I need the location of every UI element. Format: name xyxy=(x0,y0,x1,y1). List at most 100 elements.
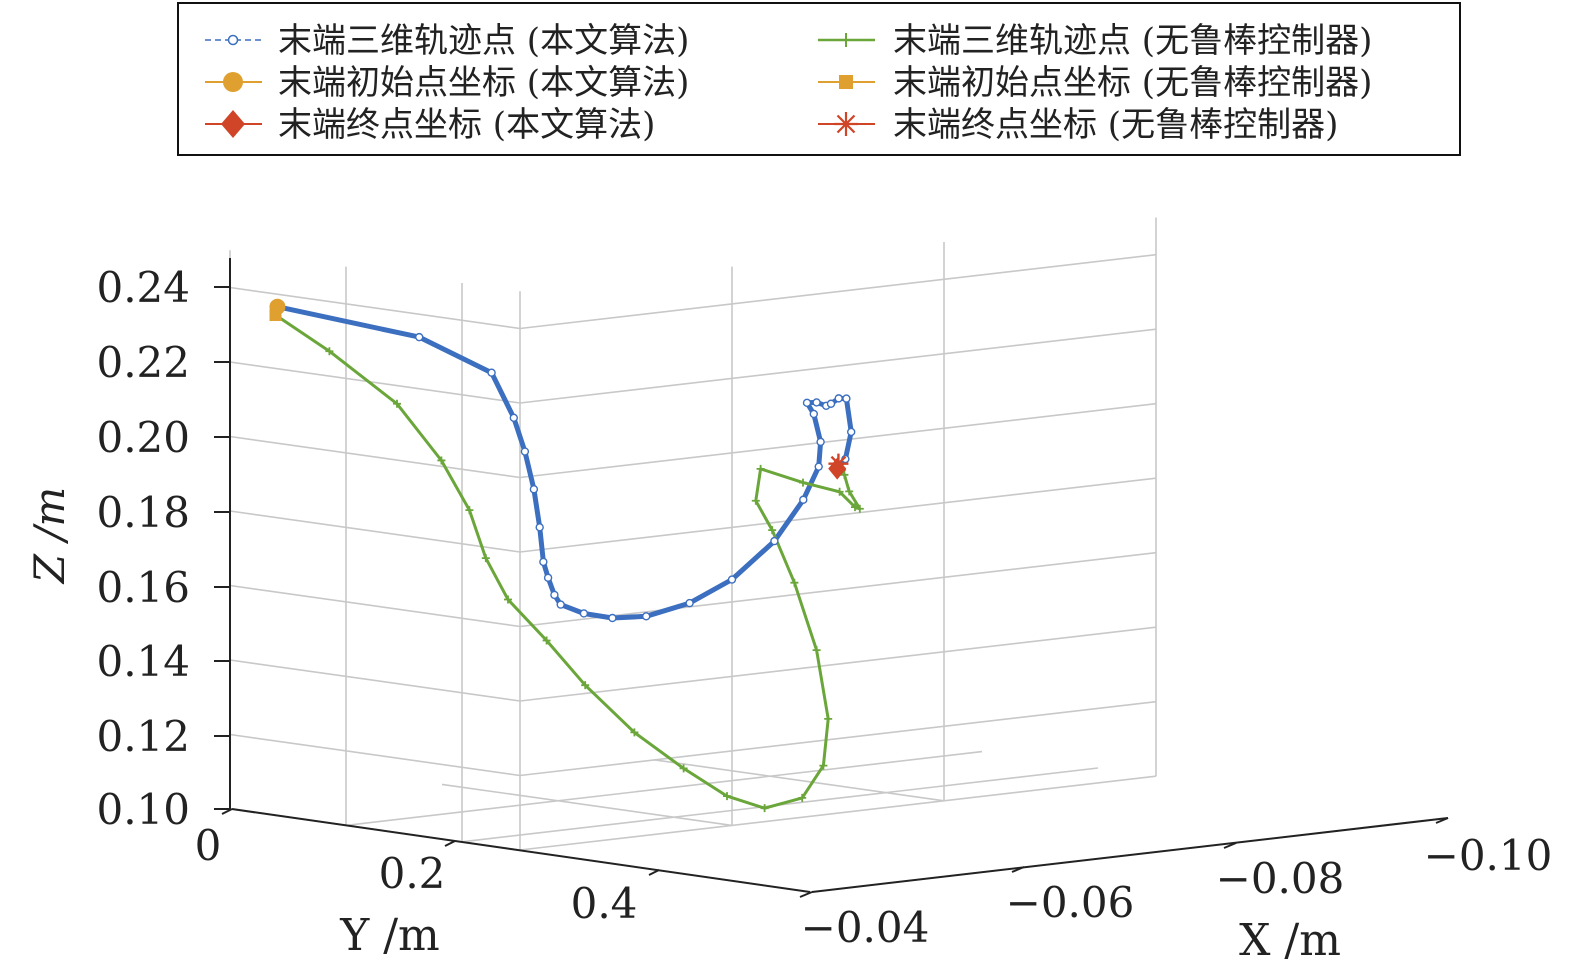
legend-label: 末端终点坐标 (本文算法) xyxy=(278,105,655,145)
data-point xyxy=(770,536,779,546)
z-tick-label: 0.12 xyxy=(96,712,190,761)
data-point xyxy=(816,437,825,447)
y-tick-label: 0.2 xyxy=(379,849,446,898)
series-layer xyxy=(274,304,862,810)
y-tick-label: 0.4 xyxy=(571,879,638,928)
grid-line xyxy=(229,584,521,628)
data-point xyxy=(581,681,590,690)
series-line-proposed xyxy=(274,304,854,621)
z-axis: 0.24 0.22 0.20 0.18 0.16 0.14 0.12 0.10 … xyxy=(25,263,230,834)
data-point xyxy=(845,487,854,496)
data-point xyxy=(509,413,518,423)
legend-marker-circle-open xyxy=(227,34,239,46)
y-tick xyxy=(221,808,233,815)
grid-line xyxy=(519,626,1157,702)
data-point xyxy=(824,714,833,723)
data-point xyxy=(802,398,812,408)
x-tick-label: −0.10 xyxy=(1424,831,1553,880)
legend-item: 末端初始点坐标 (本文算法) xyxy=(205,63,689,103)
grid-line xyxy=(441,783,733,827)
legend-item: 末端终点坐标 (无鲁棒控制器) xyxy=(818,105,1338,145)
data-point xyxy=(487,368,496,377)
x-axis-label: X /m xyxy=(1239,915,1341,966)
data-point xyxy=(798,793,807,802)
x-tick xyxy=(1011,866,1025,873)
data-point xyxy=(814,462,823,471)
data-point xyxy=(325,347,334,356)
data-point xyxy=(840,470,849,479)
data-point xyxy=(539,557,548,567)
data-point xyxy=(809,409,818,419)
end-point-marker xyxy=(828,453,849,474)
legend-label: 末端三维轨迹点 (本文算法) xyxy=(278,21,689,61)
data-point xyxy=(437,456,446,465)
z-tick-label: 0.18 xyxy=(96,488,190,537)
y-axis: 0 0.2 0.4 Y /m xyxy=(195,808,660,961)
data-point xyxy=(835,487,844,496)
grid-line xyxy=(229,435,521,479)
legend-label: 末端初始点坐标 (本文算法) xyxy=(278,63,689,103)
data-point xyxy=(543,573,553,582)
z-tick-label: 0.10 xyxy=(96,785,190,834)
z-tick-label: 0.16 xyxy=(96,563,190,612)
y-axis-label: Y /m xyxy=(339,910,440,961)
x-axis-line xyxy=(811,817,1449,893)
x-tick xyxy=(799,891,813,898)
data-point xyxy=(723,792,731,801)
grid-line xyxy=(229,510,521,553)
data-point xyxy=(608,613,617,623)
legend-label: 末端初始点坐标 (无鲁棒控制器) xyxy=(893,63,1372,103)
data-point xyxy=(520,447,530,456)
data-point xyxy=(812,646,821,655)
data-point xyxy=(727,575,737,584)
start-point-marker xyxy=(269,309,282,322)
grid-line xyxy=(519,477,1157,553)
legend-label: 末端终点坐标 (无鲁棒控制器) xyxy=(893,105,1338,145)
legend-marker-square xyxy=(839,75,853,89)
legend-marker-star xyxy=(834,112,858,136)
grid-line xyxy=(229,659,521,702)
grid-line xyxy=(519,253,1157,330)
data-point xyxy=(851,503,859,512)
legend: 末端三维轨迹点 (本文算法) 末端初始点坐标 (本文算法) 末端终点坐标 (本文… xyxy=(177,2,1461,156)
axes xyxy=(229,258,1449,893)
data-point xyxy=(579,609,589,618)
grid-line xyxy=(519,775,1157,851)
grid-line xyxy=(653,759,945,802)
legend-item: 末端三维轨迹点 (无鲁棒控制器) xyxy=(818,21,1372,61)
y-tick-label: 0 xyxy=(195,821,222,870)
data-point xyxy=(642,612,651,621)
data-point xyxy=(842,394,851,403)
data-point xyxy=(550,590,559,600)
x-tick xyxy=(1223,842,1237,849)
z-tick-label: 0.22 xyxy=(96,338,190,387)
marker-layer xyxy=(269,298,864,813)
data-point xyxy=(826,399,836,408)
legend-item: 末端终点坐标 (本文算法) xyxy=(205,105,655,145)
data-point xyxy=(756,464,765,473)
data-point xyxy=(819,761,828,770)
data-point xyxy=(790,578,799,587)
y-tick xyxy=(648,869,660,876)
legend-marker-plus xyxy=(839,33,853,47)
data-point xyxy=(760,804,769,813)
data-point xyxy=(855,504,864,513)
grid-line xyxy=(519,328,1157,404)
grid-line xyxy=(345,750,983,827)
x-tick-label: −0.04 xyxy=(801,903,930,952)
data-point xyxy=(393,399,401,408)
data-point xyxy=(630,728,639,737)
data-point xyxy=(679,764,688,773)
legend-frame xyxy=(177,2,1461,156)
data-point xyxy=(529,485,539,494)
data-point xyxy=(415,332,424,342)
grid-line xyxy=(519,551,1157,628)
x-tick xyxy=(1435,817,1449,824)
data-point xyxy=(504,595,512,604)
x-tick-label: −0.08 xyxy=(1216,854,1345,903)
grid xyxy=(229,217,1157,851)
z-tick-label: 0.20 xyxy=(96,413,190,462)
data-point xyxy=(556,600,565,609)
legend-marker-circle xyxy=(223,72,243,92)
